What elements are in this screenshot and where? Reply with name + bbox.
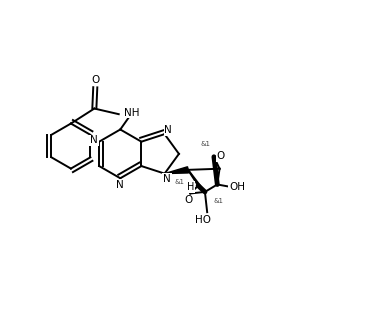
Text: O: O [217, 151, 225, 161]
Text: N: N [116, 180, 124, 190]
Text: &1: &1 [213, 198, 223, 204]
Text: O: O [91, 75, 99, 85]
Text: N: N [163, 174, 171, 184]
Text: N: N [90, 135, 98, 145]
Text: HO: HO [195, 215, 211, 225]
Text: NH: NH [124, 108, 140, 118]
Polygon shape [165, 167, 189, 174]
Text: &1: &1 [174, 179, 184, 185]
Text: H: H [187, 182, 194, 192]
Text: O: O [184, 195, 193, 205]
Text: N: N [165, 125, 172, 135]
Text: OH: OH [229, 182, 245, 192]
Text: &1: &1 [200, 141, 210, 147]
